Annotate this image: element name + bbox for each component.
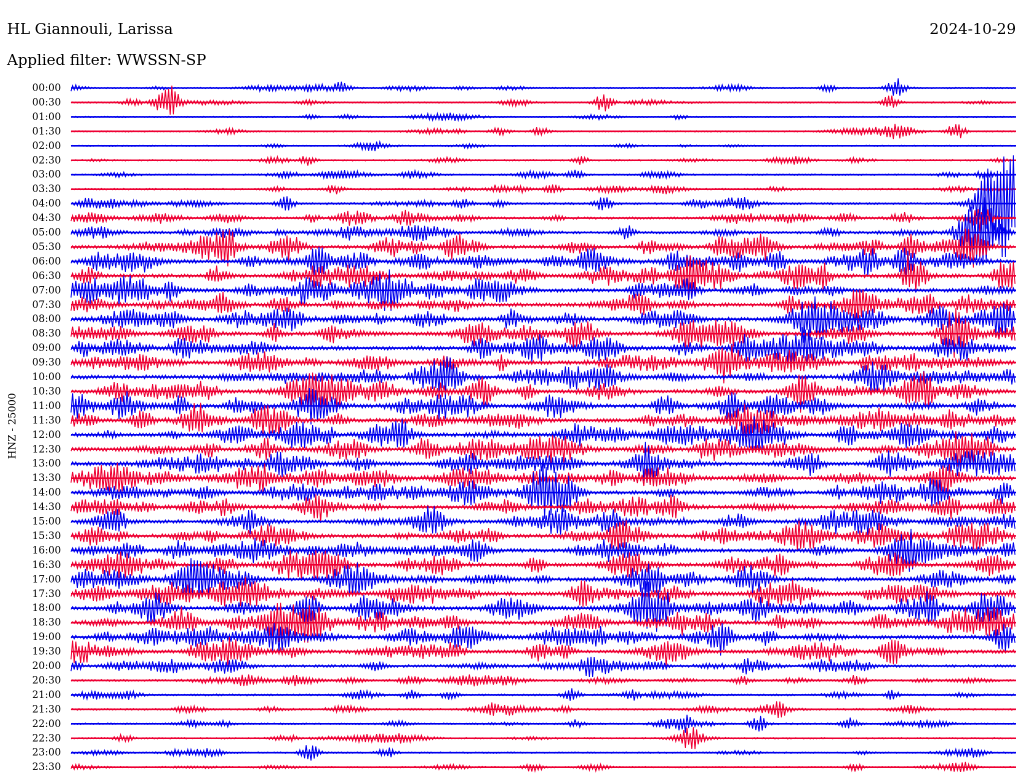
row-time-label: 09:30	[32, 358, 61, 369]
row-time-label: 18:00	[32, 603, 61, 614]
trace-group	[70, 78, 1016, 773]
record-date: 2024-10-29	[929, 20, 1016, 38]
seismic-trace-row	[70, 289, 1016, 323]
row-time-label: 03:30	[32, 184, 61, 195]
row-time-label: 05:30	[32, 242, 61, 253]
row-time-label: 01:00	[32, 112, 61, 123]
row-time-label: 10:00	[32, 372, 61, 383]
row-time-label: 19:00	[32, 632, 61, 643]
row-time-label: 17:00	[32, 574, 61, 585]
row-time-label: 00:00	[32, 83, 61, 94]
row-time-label: 16:30	[32, 560, 61, 571]
row-time-label: 07:30	[32, 300, 61, 311]
row-time-label: 21:30	[32, 704, 61, 715]
seismic-trace-row	[70, 602, 1016, 643]
seismic-trace-row	[70, 356, 1016, 400]
row-time-label: 07:00	[32, 285, 61, 296]
seismic-trace-row	[70, 296, 1016, 343]
seismic-trace-row	[70, 656, 1016, 678]
seismic-trace-row	[70, 78, 1016, 96]
row-label-group: 00:00 00:30 01:00 01:30 02:00 02:30 03:00 03:30…	[32, 83, 61, 773]
row-time-label: 23:00	[32, 748, 61, 759]
row-time-label: 17:30	[32, 589, 61, 600]
row-time-label: 02:00	[32, 141, 61, 152]
row-time-label: 08:30	[32, 329, 61, 340]
row-time-label: 06:30	[32, 271, 61, 282]
row-time-label: 05:00	[32, 228, 61, 239]
row-time-label: 09:00	[32, 343, 61, 354]
seismic-trace-row	[70, 402, 1016, 438]
row-time-label: 21:00	[32, 690, 61, 701]
row-time-label: 15:00	[32, 517, 61, 528]
row-time-label: 02:30	[32, 155, 61, 166]
row-time-label: 13:30	[32, 473, 61, 484]
row-time-label: 11:30	[32, 415, 61, 426]
row-time-label: 20:00	[32, 661, 61, 672]
row-time-label: 08:00	[32, 314, 61, 325]
seismic-trace-row	[70, 209, 1016, 232]
seismic-trace-row	[70, 505, 1016, 536]
seismic-trace-row	[70, 416, 1016, 453]
row-time-label: 20:30	[32, 675, 61, 686]
filter-label: Applied filter: WWSSN-SP	[7, 51, 207, 69]
row-time-label: 23:30	[32, 762, 61, 773]
row-time-label: 03:00	[32, 170, 61, 181]
row-time-label: 19:30	[32, 647, 61, 658]
seismic-trace-row	[70, 581, 1016, 632]
row-time-label: 04:00	[32, 199, 61, 210]
seismic-trace-row	[70, 308, 1016, 358]
row-time-label: 13:00	[32, 459, 61, 470]
row-time-label: 14:30	[32, 502, 61, 513]
row-time-label: 01:30	[32, 126, 61, 137]
row-time-label: 22:00	[32, 719, 61, 730]
seismic-trace-row	[70, 85, 1016, 115]
row-time-label: 10:30	[32, 386, 61, 397]
row-time-label: 12:00	[32, 430, 61, 441]
row-time-label: 00:30	[32, 97, 61, 108]
row-time-label: 18:30	[32, 618, 61, 629]
row-time-label: 12:30	[32, 444, 61, 455]
row-time-label: 15:30	[32, 531, 61, 542]
row-time-label: 14:00	[32, 488, 61, 499]
row-time-label: 04:30	[32, 213, 61, 224]
row-time-label: 16:00	[32, 545, 61, 556]
row-time-label: 11:00	[32, 401, 61, 412]
seismic-trace-row	[70, 344, 1016, 384]
row-time-label: 06:00	[32, 256, 61, 267]
station-title: HL Giannouli, Larissa	[7, 20, 173, 38]
row-time-label: 22:30	[32, 733, 61, 744]
